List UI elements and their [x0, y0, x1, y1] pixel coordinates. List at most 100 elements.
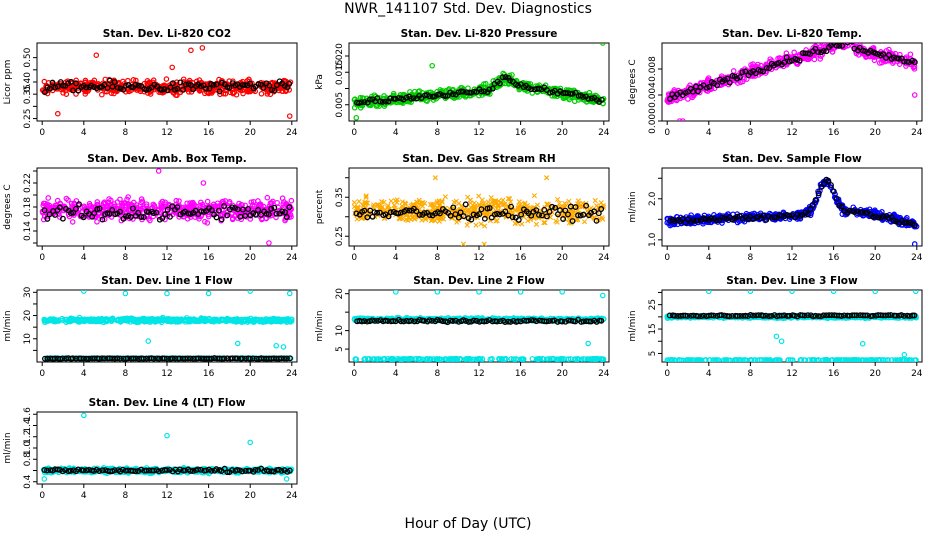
y-tick-label: 0.000 [648, 108, 658, 134]
data-point-reference [83, 84, 90, 91]
data-point-reference [374, 95, 381, 102]
data-point-reference [130, 355, 137, 362]
data-point-reference [387, 95, 394, 102]
data-point [210, 317, 216, 323]
data-point [531, 193, 538, 199]
data-point-reference [174, 85, 181, 92]
data-point-reference [96, 205, 103, 212]
data-point-reference [86, 355, 92, 362]
data-point-reference [565, 211, 571, 218]
data-point [76, 319, 82, 325]
x-tick-label: 8 [123, 128, 129, 138]
data-point-reference [83, 355, 90, 362]
x-tick-label: 16 [203, 369, 215, 379]
data-point [150, 213, 157, 220]
data-point-reference [557, 207, 563, 214]
data-point [737, 79, 744, 86]
x-tick-label: 20 [556, 369, 568, 379]
data-point-reference [815, 190, 822, 197]
data-point-reference [54, 83, 61, 90]
data-point-reference [78, 355, 84, 362]
data-point [482, 223, 488, 229]
data-point-reference [854, 208, 861, 215]
data-point [422, 216, 429, 222]
point-group [41, 290, 295, 362]
data-point [43, 318, 49, 324]
data-point [125, 77, 131, 84]
data-point [71, 316, 78, 323]
data-point [249, 201, 256, 208]
chart-panel: Stan. Dev. Amb. Box Temp.0 4 8 12 16 20 240.14… [3, 153, 298, 263]
data-point-reference [872, 213, 879, 220]
data-point-reference [580, 211, 587, 218]
data-point-reference [450, 204, 457, 211]
data-point-reference [180, 86, 187, 93]
y-tick-label: 20 [23, 310, 33, 322]
data-point-reference [283, 214, 290, 220]
data-point [386, 207, 392, 213]
data-point [844, 43, 851, 49]
data-point [493, 218, 499, 224]
x-tick-label: 0 [664, 128, 670, 138]
data-point-reference [80, 214, 87, 221]
data-point [360, 203, 366, 209]
data-point [45, 195, 52, 201]
data-point-reference [283, 355, 290, 362]
data-point-reference [794, 56, 801, 63]
data-point [54, 110, 61, 117]
data-point-reference [80, 355, 87, 362]
data-point-reference [781, 59, 788, 66]
data-point-reference [549, 203, 555, 210]
data-point [405, 215, 412, 221]
x-tick-label: 20 [244, 253, 256, 263]
data-point [122, 316, 129, 322]
data-point-reference [153, 209, 160, 216]
data-point-reference [167, 84, 174, 91]
data-point [264, 194, 271, 201]
data-point-reference [560, 216, 567, 222]
y-axis-label: kPa [315, 74, 325, 90]
data-point-reference [229, 204, 236, 211]
data-point-reference [234, 355, 241, 362]
data-point [851, 43, 857, 45]
data-point [473, 222, 479, 228]
data-point-reference [757, 68, 764, 74]
data-point [266, 240, 272, 246]
data-point [371, 202, 377, 208]
data-point-reference [515, 216, 522, 223]
data-point [109, 317, 115, 323]
data-point-reference [106, 210, 113, 217]
data-point-reference [145, 209, 152, 216]
x-tick-label: 0 [351, 253, 357, 263]
data-point-reference [46, 211, 53, 218]
data-point-reference [51, 355, 58, 362]
data-point-reference [206, 355, 213, 362]
data-point-reference [820, 48, 827, 55]
data-point-reference [361, 207, 368, 214]
data-point-reference [265, 211, 272, 218]
data-point-reference [416, 211, 423, 218]
data-point-reference [75, 87, 82, 94]
data-point-reference [129, 205, 136, 212]
data-point-reference [169, 80, 176, 87]
data-point-reference [216, 207, 222, 214]
data-point-reference [760, 68, 767, 75]
y-tick-label: 0.005 [335, 92, 345, 118]
x-tick-label: 20 [244, 369, 256, 379]
data-point [755, 61, 761, 68]
data-point [68, 315, 75, 322]
data-point [471, 207, 477, 213]
data-point [391, 202, 397, 208]
x-tick-label: 8 [748, 128, 754, 138]
data-point-reference [833, 43, 840, 49]
data-point [522, 200, 528, 206]
data-point-reference [70, 87, 76, 94]
data-point [429, 62, 436, 69]
data-point-reference [703, 216, 710, 223]
y-axis-label: percent [315, 189, 325, 224]
data-point-reference [809, 202, 816, 209]
data-point [246, 317, 252, 324]
data-point-reference [260, 84, 267, 91]
data-point [145, 338, 152, 344]
data-point-reference [282, 209, 288, 216]
